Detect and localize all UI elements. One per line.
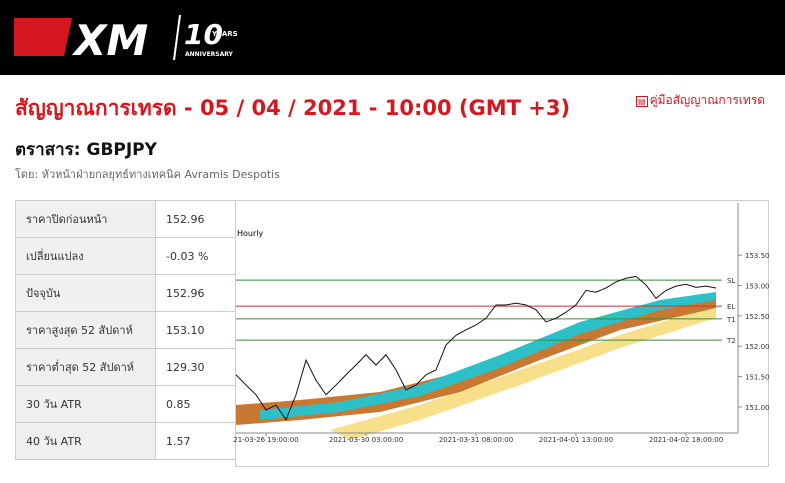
level-label: SL <box>727 277 735 285</box>
label-cell: ราคาสูงสุด 52 สัปดาห์ <box>15 311 156 349</box>
header: XM 10 YEARS ANNIVERSARY <box>0 0 785 75</box>
author: โดย: หัวหน้าฝ่ายกลยุทธ์ทางเทคนิค Avramis… <box>15 168 280 181</box>
band-outer <box>330 305 716 440</box>
label-cell: 30 วัน ATR <box>15 385 156 423</box>
table-row: 40 วัน ATR 1.57 <box>15 422 236 460</box>
chart-title: Hourly <box>237 229 263 238</box>
logo-mark <box>14 18 72 56</box>
x-tick-label: 2021-04-01 13:00:00 <box>539 436 613 444</box>
table-row: ราคาต่ำสุด 52 สัปดาห์ 129.30 <box>15 348 236 386</box>
y-tick-label: 153.00 <box>745 283 770 291</box>
level-label: T1 <box>726 316 736 324</box>
guide-link[interactable]: ▤ คู่มือสัญญาณการเทรด <box>636 91 765 110</box>
instrument: ตราสาร: GBPJPY <box>15 140 157 160</box>
chart-border <box>235 200 769 467</box>
value-cell: 1.57 <box>155 422 236 460</box>
table-row: ราคาสูงสุด 52 สัปดาห์ 153.10 <box>15 311 236 349</box>
y-tick-label: 152.00 <box>745 343 770 351</box>
x-tick-label: 2021-03-31 08:00:00 <box>439 436 513 444</box>
logo-years: YEARS <box>211 30 238 38</box>
x-tick-label: 2021-03-30 03:00:00 <box>329 436 403 444</box>
x-tick-label: 2021-04-02 18:00:00 <box>649 436 723 444</box>
logo-years-number: 10 <box>184 18 223 51</box>
table-row: 30 วัน ATR 0.85 <box>15 385 236 423</box>
level-label: EL <box>727 303 735 311</box>
price-line <box>235 275 717 421</box>
y-tick-label: 152.50 <box>745 313 770 321</box>
value-cell: 0.85 <box>155 385 236 423</box>
pdf-icon: ▤ <box>636 96 648 107</box>
logo-anniversary: ANNIVERSARY <box>185 51 234 58</box>
table-row: เปลี่ยนแปลง -0.03 % <box>15 237 236 275</box>
y-tick-label: 153.50 <box>745 252 770 260</box>
value-cell: -0.03 % <box>155 237 236 275</box>
stats-table: ราคาปิดก่อนหน้า 152.96 เปลี่ยนแปลง -0.03 % ป… <box>15 200 236 460</box>
guide-link-text: คู่มือสัญญาณการเทรด <box>649 93 766 107</box>
level-label: T2 <box>726 337 736 345</box>
logo[interactable]: XM 10 YEARS ANNIVERSARY <box>0 0 260 75</box>
logo-divider <box>173 14 181 61</box>
y-tick-label: 151.00 <box>745 404 770 412</box>
label-cell: เปลี่ยนแปลง <box>15 237 156 275</box>
label-cell: 40 วัน ATR <box>15 422 156 460</box>
y-tick-label: 151.50 <box>745 374 770 382</box>
chart-frame <box>235 200 769 467</box>
x-tick-label: 21-03-26 19:00:00 <box>233 436 298 444</box>
logo-text: XM <box>71 16 148 65</box>
label-cell: ราคาต่ำสุด 52 สัปดาห์ <box>15 348 156 386</box>
label-cell: ปัจจุบัน <box>15 274 156 312</box>
value-cell: 129.30 <box>155 348 236 386</box>
band-inner <box>260 292 716 420</box>
page-title: สัญญาณการเทรด - 05 / 04 / 2021 - 10:00 (… <box>15 96 571 120</box>
value-cell: 153.10 <box>155 311 236 349</box>
